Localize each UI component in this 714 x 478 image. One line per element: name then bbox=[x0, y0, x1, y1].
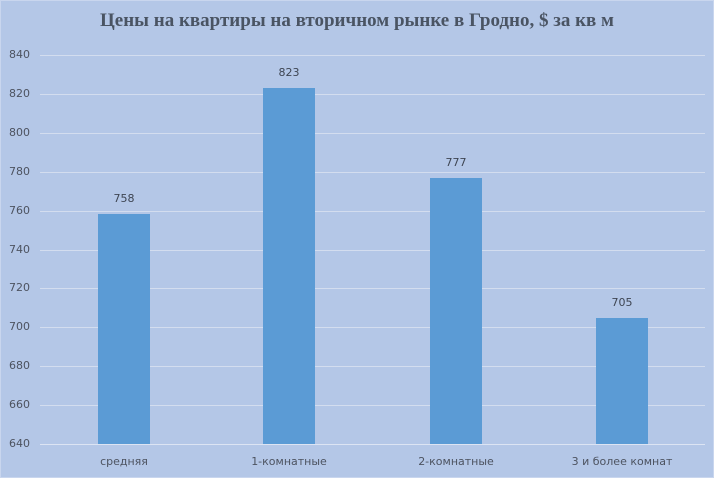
bar[interactable] bbox=[430, 177, 482, 444]
y-tick-label: 680 bbox=[9, 359, 30, 373]
y-tick-label: 780 bbox=[9, 164, 30, 178]
data-label: 777 bbox=[445, 155, 467, 169]
bar[interactable] bbox=[263, 88, 315, 444]
gridline bbox=[40, 132, 705, 134]
data-label: 823 bbox=[278, 66, 300, 80]
gridline bbox=[40, 288, 705, 290]
bar[interactable] bbox=[596, 317, 648, 444]
x-tick-label: 2-комнатные bbox=[418, 455, 494, 468]
y-tick-label: 660 bbox=[9, 398, 30, 412]
x-tick-label: 1-комнатные bbox=[251, 455, 327, 468]
y-tick-label: 700 bbox=[9, 320, 30, 334]
gridline bbox=[40, 249, 705, 251]
y-tick-label: 720 bbox=[9, 281, 30, 295]
gridline bbox=[40, 327, 705, 329]
gridline bbox=[40, 93, 705, 95]
data-label: 705 bbox=[611, 295, 633, 309]
y-tick-label: 820 bbox=[9, 86, 30, 100]
y-tick-label: 640 bbox=[9, 437, 30, 450]
y-tick-label: 800 bbox=[9, 125, 30, 139]
chart-title: Цены на квартиры на вторичном рынке в Гр… bbox=[100, 10, 614, 31]
x-tick-label: средняя bbox=[100, 455, 148, 468]
gridline bbox=[40, 210, 705, 212]
y-tick-label: 760 bbox=[9, 203, 30, 217]
plot-area bbox=[40, 55, 705, 445]
gridline bbox=[40, 444, 705, 445]
x-tick-label: 3 и более комнат bbox=[571, 455, 673, 468]
y-tick-label: 840 bbox=[9, 48, 30, 61]
gridline bbox=[40, 171, 705, 173]
gridline bbox=[40, 405, 705, 407]
gridline bbox=[40, 366, 705, 368]
bar[interactable] bbox=[98, 214, 150, 444]
data-label: 758 bbox=[113, 192, 135, 206]
gridline bbox=[40, 55, 705, 56]
y-tick-label: 740 bbox=[9, 242, 30, 256]
